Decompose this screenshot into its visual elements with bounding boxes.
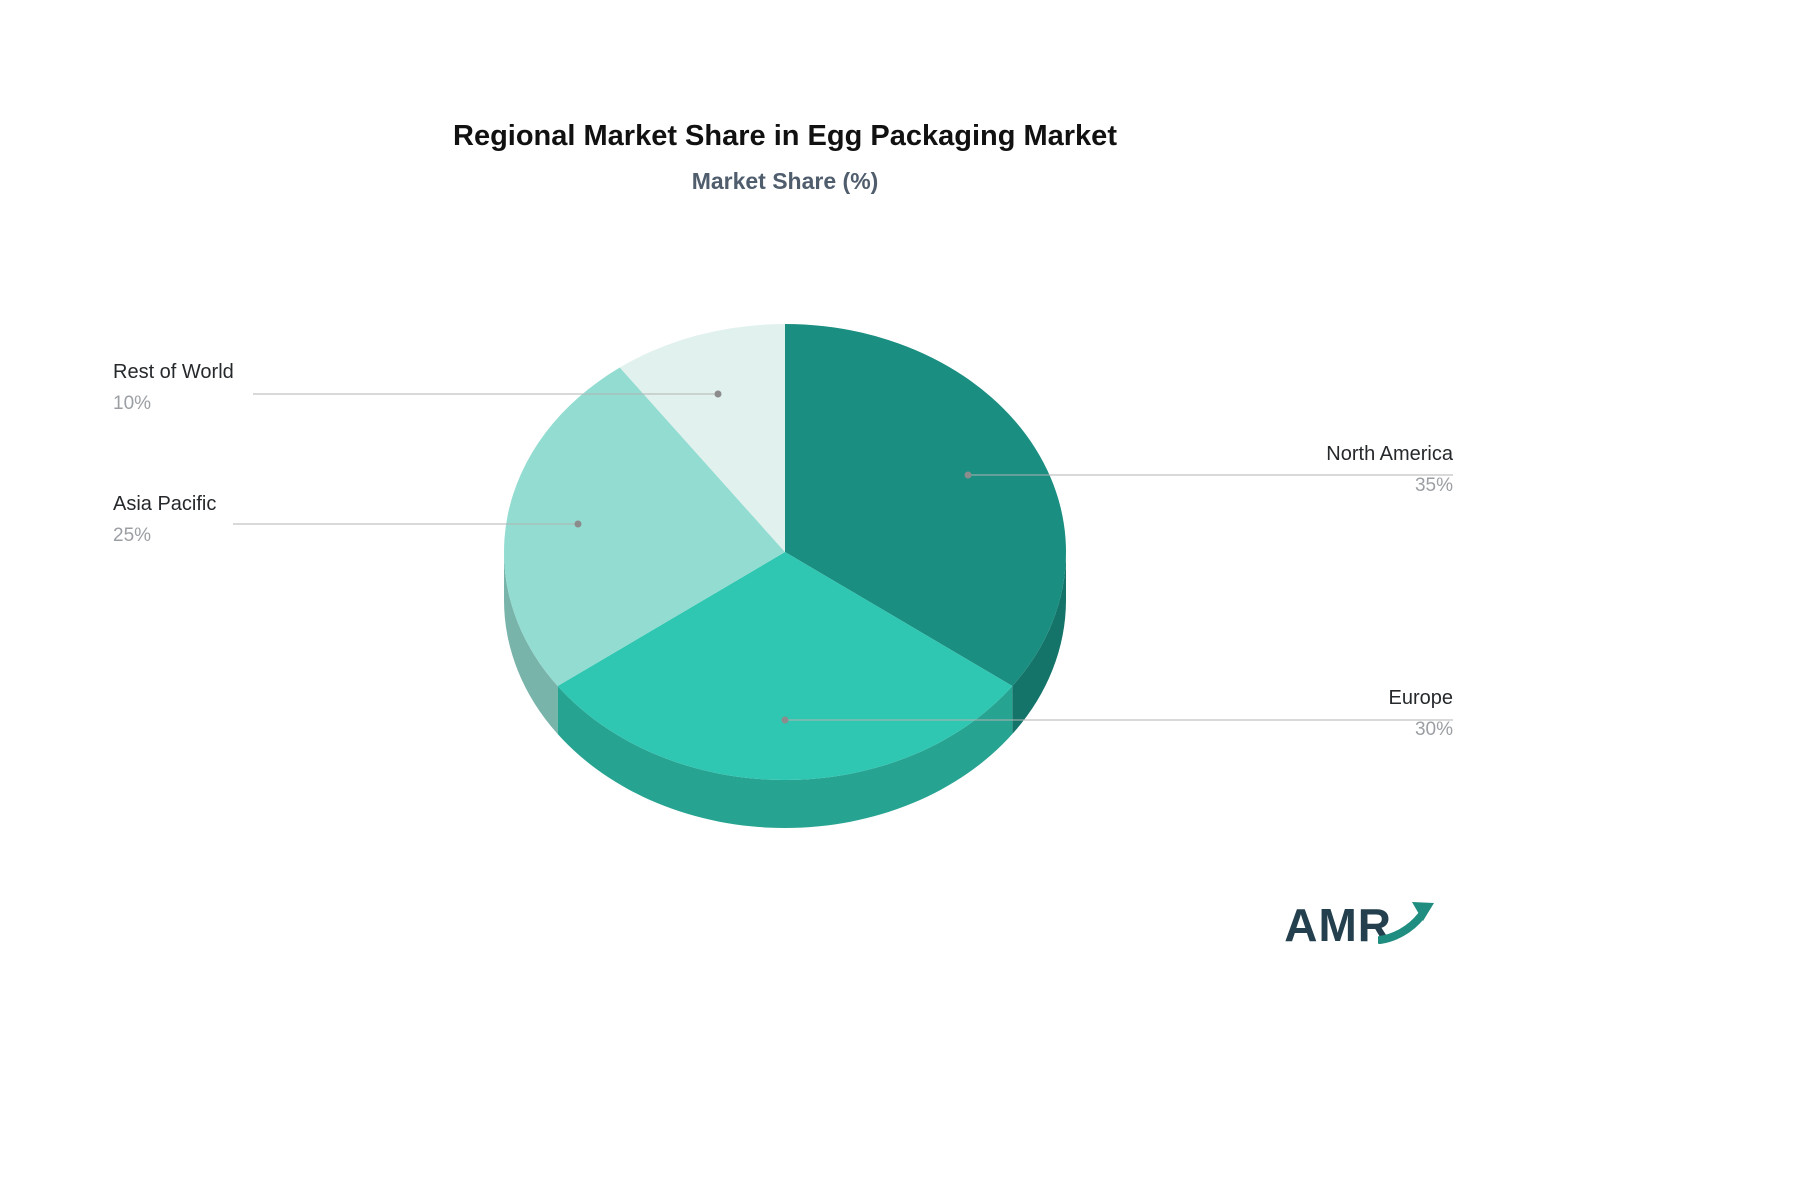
callout-label: North America [1326,443,1453,465]
callout-label: Rest of World [113,361,234,383]
callout-value: 10% [113,393,152,414]
amr-logo-arrow-icon [1378,902,1434,944]
callout-asia-pacific: Asia Pacific 25% [113,494,216,545]
callout-value: 25% [113,525,152,546]
callout-rest-of-world: Rest of World 10% [113,362,234,413]
callout-north-america: North America 35% [1326,444,1453,495]
chart-title: Regional Market Share in Egg Packaging M… [453,120,1117,152]
callout-label: Asia Pacific [113,493,217,515]
callout-label: Europe [1388,687,1454,709]
callout-value: 30% [1414,719,1453,740]
amr-logo: AMR [1284,898,1434,952]
chart-subtitle: Market Share (%) [691,168,879,194]
callout-value: 35% [1414,475,1453,496]
amr-logo-text: AMR [1284,899,1392,951]
callout-europe: Europe 30% [1389,688,1454,739]
